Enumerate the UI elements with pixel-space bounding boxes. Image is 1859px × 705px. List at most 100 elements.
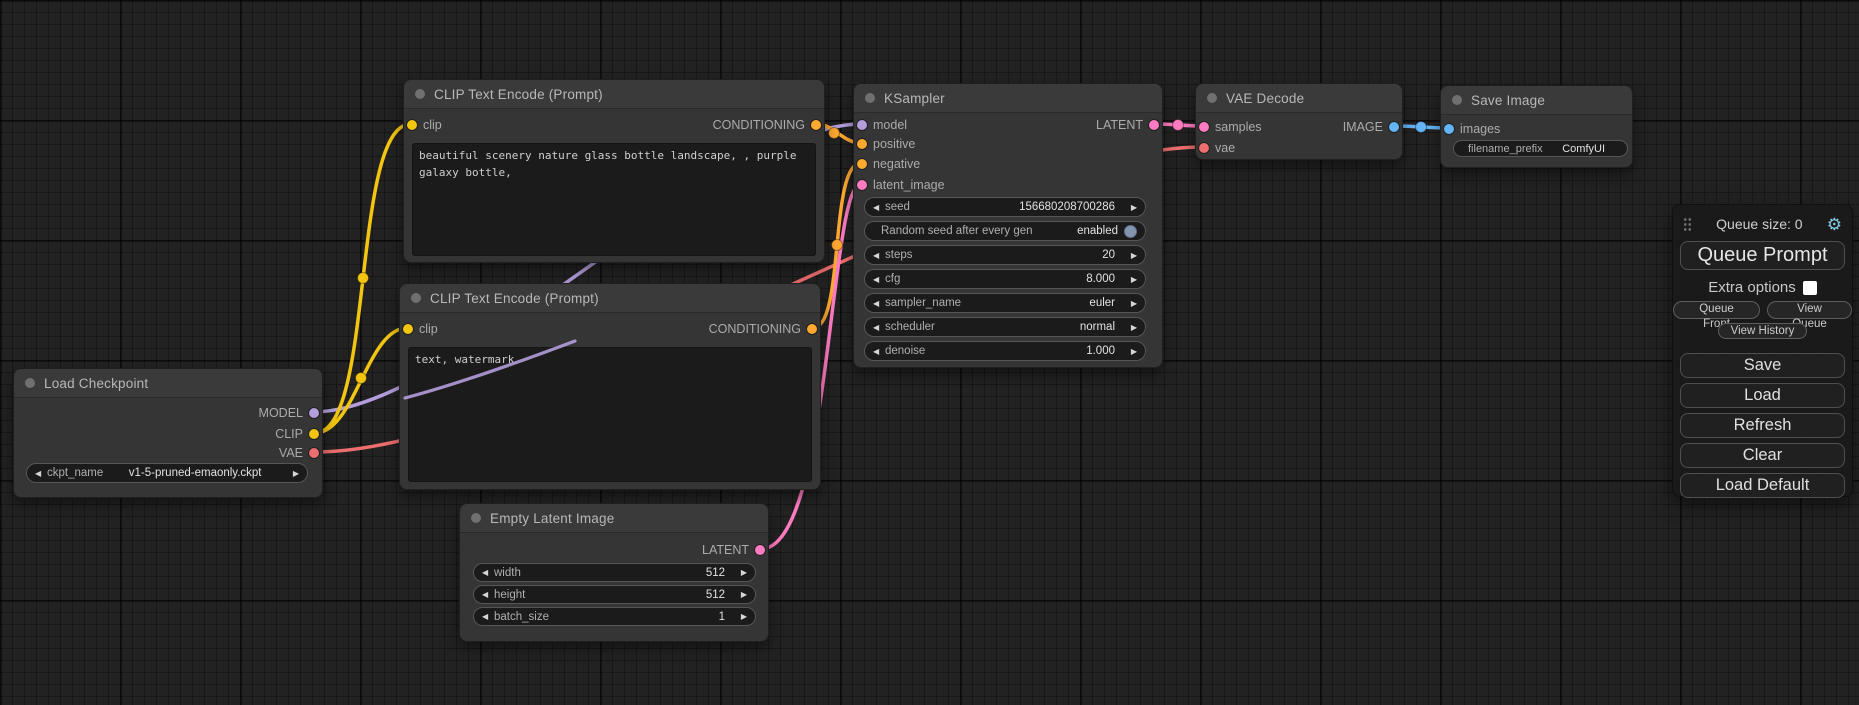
widget-seed[interactable]: ◀ seed 156680208700286 ▶	[864, 197, 1146, 217]
input-slot-vae[interactable]: vae	[1196, 140, 1402, 156]
model-output-dot[interactable]	[309, 408, 319, 418]
collapse-dot[interactable]	[411, 293, 421, 303]
node-clip-text-encode-positive[interactable]: CLIP Text Encode (Prompt) clip CONDITION…	[403, 79, 825, 263]
node-clip-text-encode-negative[interactable]: CLIP Text Encode (Prompt) clip CONDITION…	[399, 283, 821, 490]
increment-arrow-icon[interactable]: ▶	[1130, 250, 1137, 260]
input-slot-images[interactable]: images	[1441, 121, 1632, 137]
widget-label: ckpt_name	[47, 467, 104, 479]
decrement-arrow-icon[interactable]: ◀	[482, 612, 489, 621]
node-ksampler[interactable]: KSampler model LATENT positive negative …	[853, 83, 1163, 368]
node-title-bar[interactable]: CLIP Text Encode (Prompt)	[404, 80, 824, 109]
decrement-arrow-icon[interactable]: ◀	[873, 274, 880, 284]
collapse-dot[interactable]	[1452, 95, 1462, 105]
node-title-bar[interactable]: CLIP Text Encode (Prompt)	[400, 284, 820, 313]
collapse-dot[interactable]	[1207, 93, 1217, 103]
collapse-dot[interactable]	[415, 89, 425, 99]
gear-icon[interactable]: ⚙	[1826, 214, 1842, 234]
increment-arrow-icon[interactable]: ▶	[740, 590, 747, 599]
drag-handle-icon[interactable]	[1683, 217, 1692, 231]
positive-input-dot[interactable]	[857, 139, 867, 149]
widget-random-seed[interactable]: Random seed after every gen enabled	[864, 221, 1146, 241]
output-slot-model[interactable]: MODEL	[14, 405, 322, 421]
conditioning-output-dot[interactable]	[807, 324, 817, 334]
latent-image-input-dot[interactable]	[857, 180, 867, 190]
widget-cfg[interactable]: ◀ cfg 8.000 ▶	[864, 269, 1146, 289]
node-title-bar[interactable]: Save Image	[1441, 86, 1632, 115]
node-title: Empty Latent Image	[490, 510, 615, 526]
refresh-button[interactable]: Refresh	[1680, 413, 1845, 438]
link-dot	[357, 272, 369, 284]
node-load-checkpoint[interactable]: Load Checkpoint MODEL CLIP VAE ◀ ckpt_na…	[13, 368, 323, 498]
load-button[interactable]: Load	[1680, 383, 1845, 408]
input-slot-latent-image[interactable]: latent_image	[854, 177, 1162, 193]
output-slot-clip[interactable]: CLIP	[14, 426, 322, 442]
collapse-dot[interactable]	[865, 93, 875, 103]
wire-clip-positive	[313, 122, 413, 435]
output-slot-image[interactable]: IMAGE	[1196, 119, 1402, 135]
queue-front-button[interactable]: Queue Front	[1673, 301, 1760, 330]
prompt-textarea[interactable]: text, watermark	[408, 347, 812, 482]
node-empty-latent-image[interactable]: Empty Latent Image LATENT ◀ width 512 ▶ …	[459, 503, 769, 642]
node-title-bar[interactable]: KSampler	[854, 84, 1162, 113]
extra-options-checkbox[interactable]	[1802, 280, 1817, 295]
decrement-arrow-icon[interactable]: ◀	[873, 346, 880, 356]
clip-output-dot[interactable]	[309, 429, 319, 439]
collapse-dot[interactable]	[25, 378, 35, 388]
input-slot-negative[interactable]: negative	[854, 156, 1162, 172]
output-slot-vae[interactable]: VAE	[14, 445, 322, 461]
latent-output-dot[interactable]	[1149, 120, 1159, 130]
widget-denoise[interactable]: ◀ denoise 1.000 ▶	[864, 341, 1146, 361]
widget-scheduler[interactable]: ◀ scheduler normal ▶	[864, 317, 1146, 337]
random-seed-toggle[interactable]	[1124, 224, 1137, 238]
load-default-button[interactable]: Load Default	[1680, 473, 1845, 498]
node-title-bar[interactable]: Load Checkpoint	[14, 369, 322, 398]
increment-arrow-icon[interactable]: ▶	[1130, 346, 1137, 356]
decrement-arrow-icon[interactable]: ◀	[873, 250, 880, 260]
output-slot-latent[interactable]: LATENT	[854, 117, 1162, 133]
input-slot-positive[interactable]: positive	[854, 136, 1162, 152]
latent-output-dot[interactable]	[755, 545, 765, 555]
decrement-arrow-icon[interactable]: ◀	[873, 202, 880, 212]
node-title: CLIP Text Encode (Prompt)	[434, 86, 603, 102]
collapse-dot[interactable]	[471, 513, 481, 523]
node-title-bar[interactable]: VAE Decode	[1196, 84, 1402, 113]
image-output-dot[interactable]	[1389, 122, 1399, 132]
widget-width[interactable]: ◀ width 512 ▶	[473, 563, 756, 582]
widget-filename-prefix[interactable]: filename_prefix ComfyUI	[1453, 140, 1628, 157]
view-history-button[interactable]: View History	[1717, 323, 1808, 339]
negative-input-dot[interactable]	[857, 159, 867, 169]
conditioning-output-dot[interactable]	[811, 120, 821, 130]
widget-steps[interactable]: ◀ steps 20 ▶	[864, 245, 1146, 265]
increment-arrow-icon[interactable]: ▶	[292, 468, 299, 478]
widget-ckpt-name[interactable]: ◀ ckpt_name v1-5-pruned-emaonly.ckpt ▶	[26, 463, 308, 483]
clear-button[interactable]: Clear	[1680, 443, 1845, 468]
view-queue-button[interactable]: View Queue	[1767, 301, 1852, 330]
widget-height[interactable]: ◀ height 512 ▶	[473, 585, 756, 604]
decrement-arrow-icon[interactable]: ◀	[482, 568, 489, 577]
decrement-arrow-icon[interactable]: ◀	[35, 468, 42, 478]
output-slot-latent[interactable]: LATENT	[460, 542, 768, 558]
widget-batch-size[interactable]: ◀ batch_size 1 ▶	[473, 607, 756, 626]
node-vae-decode[interactable]: VAE Decode samples IMAGE vae	[1195, 83, 1403, 160]
increment-arrow-icon[interactable]: ▶	[1130, 298, 1137, 308]
save-button[interactable]: Save	[1680, 353, 1845, 378]
queue-prompt-button[interactable]: Queue Prompt	[1680, 241, 1845, 270]
node-save-image[interactable]: Save Image images filename_prefix ComfyU…	[1440, 85, 1633, 168]
increment-arrow-icon[interactable]: ▶	[740, 612, 747, 621]
decrement-arrow-icon[interactable]: ◀	[873, 298, 880, 308]
node-title-bar[interactable]: Empty Latent Image	[460, 504, 768, 533]
decrement-arrow-icon[interactable]: ◀	[873, 322, 880, 332]
increment-arrow-icon[interactable]: ▶	[1130, 322, 1137, 332]
vae-input-dot[interactable]	[1199, 143, 1209, 153]
prompt-textarea[interactable]: beautiful scenery nature glass bottle la…	[412, 143, 816, 256]
increment-arrow-icon[interactable]: ▶	[740, 568, 747, 577]
output-slot-conditioning[interactable]: CONDITIONING	[404, 117, 824, 133]
vae-output-dot[interactable]	[309, 448, 319, 458]
images-input-dot[interactable]	[1444, 124, 1454, 134]
increment-arrow-icon[interactable]: ▶	[1130, 202, 1137, 212]
queue-size-label: Queue size: 0	[1716, 216, 1803, 232]
output-slot-conditioning[interactable]: CONDITIONING	[400, 321, 820, 337]
decrement-arrow-icon[interactable]: ◀	[482, 590, 489, 599]
increment-arrow-icon[interactable]: ▶	[1130, 274, 1137, 284]
widget-sampler-name[interactable]: ◀ sampler_name euler ▶	[864, 293, 1146, 313]
